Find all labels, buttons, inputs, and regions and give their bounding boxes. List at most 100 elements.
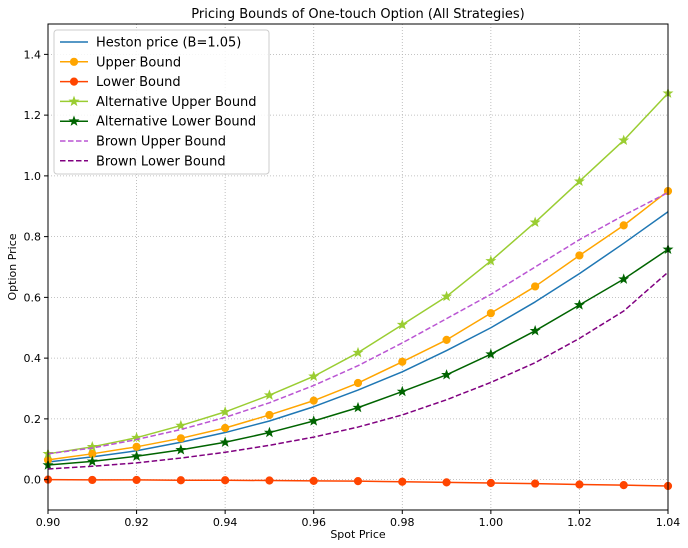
x-tick-label: 0.92	[124, 516, 149, 529]
series-7	[47, 271, 669, 470]
legend-label: Alternative Lower Bound	[96, 115, 256, 130]
data-point	[175, 419, 187, 431]
data-point	[573, 299, 585, 310]
y-tick-label: 0.0	[24, 474, 42, 487]
data-point	[441, 369, 453, 380]
data-point	[619, 480, 628, 490]
data-point	[175, 444, 187, 455]
data-point	[263, 426, 275, 438]
series-line	[47, 271, 669, 470]
legend-swatch-marker	[69, 57, 79, 66]
data-point	[221, 476, 230, 485]
series-3	[43, 475, 673, 491]
data-point	[486, 478, 495, 488]
data-point	[88, 475, 97, 485]
data-point	[575, 251, 584, 260]
legend-label: Brown Lower Bound	[96, 154, 226, 169]
data-point	[531, 479, 540, 488]
data-point	[265, 410, 274, 420]
y-axis-label: Option Price	[6, 233, 19, 300]
series-layer	[42, 87, 674, 491]
legend-entry: Upper Bound	[60, 55, 181, 70]
data-point	[396, 318, 408, 330]
x-tick-label: 0.94	[213, 516, 238, 529]
data-point	[219, 406, 231, 417]
data-point	[352, 346, 364, 358]
series-line	[47, 211, 669, 463]
legend-entry: Alternative Lower Bound	[60, 115, 256, 130]
legend-label: Brown Upper Bound	[96, 135, 226, 150]
plot-frame	[47, 23, 669, 511]
data-point	[309, 396, 318, 405]
legend-label: Upper Bound	[96, 55, 181, 70]
data-point	[441, 290, 453, 302]
data-point	[309, 476, 318, 485]
legend-swatch-marker	[68, 95, 80, 107]
legend-entry: Heston price (B=1.05)	[60, 36, 241, 51]
data-point	[132, 442, 141, 451]
data-point	[86, 455, 98, 467]
legend-label: Heston price (B=1.05)	[96, 36, 241, 51]
x-axis-label: Spot Price	[330, 528, 386, 541]
legend-swatch-marker	[68, 115, 80, 126]
x-tick-label: 1.02	[567, 516, 592, 529]
data-point	[398, 477, 407, 486]
data-point	[486, 309, 495, 318]
series-6	[47, 191, 669, 455]
y-axis: 0.0 0.2 0.4 0.6 0.8 1.0 1.2 1.4	[24, 48, 48, 487]
legend-entry: Brown Upper Bound	[60, 135, 226, 150]
legend-label: Lower Bound	[96, 75, 181, 90]
series-line	[47, 191, 669, 455]
data-point	[396, 385, 408, 397]
x-axis: 0.90 0.92 0.94 0.96 0.98 1.00 1.02 1.04	[36, 510, 681, 529]
legend: Heston price (B=1.05) Upper Bound Lower Bo…	[53, 29, 270, 175]
data-point	[131, 450, 143, 461]
data-point	[353, 378, 363, 388]
data-point	[529, 325, 541, 336]
x-tick-label: 1.00	[479, 516, 504, 529]
data-point	[263, 389, 275, 400]
y-tick-label: 1.2	[24, 109, 42, 122]
data-point	[529, 216, 541, 228]
y-tick-label: 0.8	[24, 231, 42, 244]
data-point	[221, 423, 230, 433]
chart-title: Pricing Bounds of One-touch Option (All …	[191, 7, 524, 22]
legend-swatch-marker	[69, 77, 79, 86]
data-point	[575, 480, 584, 489]
legend-entry: Lower Bound	[60, 75, 181, 90]
data-point	[442, 335, 451, 344]
x-tick-label: 0.90	[36, 516, 61, 529]
y-tick-label: 0.4	[24, 352, 42, 365]
data-point	[573, 175, 585, 187]
data-point	[531, 282, 540, 291]
x-tick-label: 1.04	[656, 516, 681, 529]
data-point	[176, 434, 185, 443]
data-point	[352, 401, 364, 413]
data-point	[353, 477, 363, 486]
y-tick-label: 0.2	[24, 413, 42, 426]
legend-label: Alternative Upper Bound	[96, 95, 257, 110]
x-tick-label: 0.98	[390, 516, 415, 529]
series-2	[43, 186, 673, 464]
data-point	[619, 221, 628, 230]
y-tick-label: 0.6	[24, 291, 42, 304]
y-tick-label: 1.0	[24, 170, 42, 183]
y-tick-label: 1.4	[24, 48, 42, 61]
legend-entry: Alternative Upper Bound	[60, 95, 257, 110]
x-tick-label: 0.96	[301, 516, 326, 529]
data-point	[398, 357, 407, 366]
series-1	[47, 211, 669, 463]
data-point	[485, 255, 497, 266]
data-point	[442, 478, 451, 487]
data-point	[176, 476, 185, 485]
data-point	[308, 370, 320, 382]
data-point	[308, 415, 320, 426]
legend-entry: Brown Lower Bound	[60, 154, 226, 169]
data-point	[485, 348, 497, 359]
data-point	[132, 475, 141, 485]
data-point	[219, 436, 231, 447]
data-point	[618, 134, 630, 146]
data-point	[618, 273, 630, 284]
data-point	[265, 476, 274, 485]
